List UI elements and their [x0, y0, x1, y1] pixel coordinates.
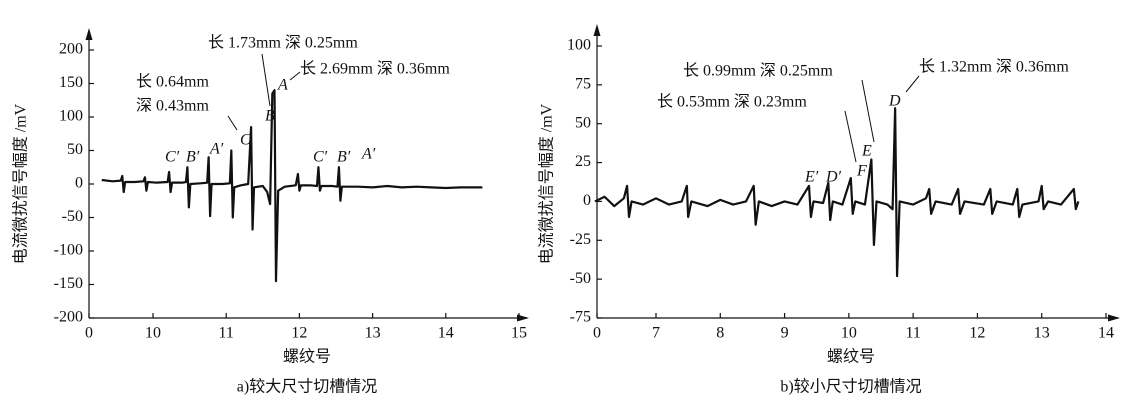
signal-line — [101, 89, 483, 283]
point-label: A′ — [209, 141, 224, 158]
leader-line — [905, 75, 920, 93]
axis-arrow — [517, 314, 529, 322]
leader-line — [227, 115, 238, 131]
y-tick-label: 75 — [575, 76, 591, 93]
x-tick-label: 7 — [652, 325, 660, 342]
y-tick-label: 25 — [575, 153, 591, 170]
annotation: 长 1.73mm 深 0.25mm — [208, 34, 358, 52]
x-tick-label: 9 — [781, 325, 789, 342]
y-tick-label: 200 — [59, 41, 83, 58]
y-tick-label: -200 — [54, 309, 83, 326]
point-label: B′ — [186, 149, 200, 166]
signal-line — [594, 107, 1080, 278]
point-label: D′ — [825, 169, 842, 186]
y-tick-label: -75 — [570, 309, 591, 326]
y-tick-label: 0 — [583, 192, 591, 209]
x-tick-label: 14 — [1098, 325, 1114, 342]
point-label: B′ — [337, 149, 351, 166]
annotation: 长 2.69mm 深 0.36mm — [300, 60, 450, 78]
x-tick-label: 15 — [511, 325, 527, 342]
y-axis-label: 电流微扰信号幅度 /mV — [538, 103, 556, 264]
point-label: A — [277, 77, 288, 94]
x-tick-label: 13 — [1034, 325, 1050, 342]
x-tick-label: 0 — [85, 325, 93, 342]
y-tick-label: 50 — [67, 141, 83, 158]
axis-arrow — [593, 24, 601, 36]
y-tick-label: 100 — [59, 108, 83, 125]
point-label: C′ — [165, 149, 180, 166]
x-tick-label: 13 — [365, 325, 381, 342]
leader-line — [289, 71, 301, 81]
point-label: F — [856, 163, 867, 180]
caption: b)较小尺寸切槽情况 — [780, 378, 921, 396]
y-tick-label: -25 — [570, 231, 591, 248]
x-tick-label: 14 — [438, 325, 454, 342]
point-label: E′ — [804, 169, 819, 186]
point-label: C — [240, 132, 251, 149]
x-tick-label: 10 — [841, 325, 857, 342]
x-tick-label: 12 — [291, 325, 307, 342]
x-tick-label: 10 — [145, 325, 161, 342]
point-label: D — [888, 93, 901, 110]
leader-line — [261, 53, 271, 107]
annotation: 长 1.32mm 深 0.36mm — [919, 58, 1069, 76]
x-axis-label: 螺纹号 — [827, 348, 875, 366]
point-label: E — [861, 143, 872, 160]
y-tick-label: 150 — [59, 74, 83, 91]
x-tick-label: 0 — [593, 325, 601, 342]
annotation: 长 0.64mm — [136, 73, 209, 91]
x-tick-label: 12 — [969, 325, 985, 342]
leader-line — [861, 79, 875, 143]
point-label: B — [265, 108, 275, 125]
point-label: C′ — [313, 149, 328, 166]
y-tick-label: -150 — [54, 275, 83, 292]
y-tick-label: 50 — [575, 114, 591, 131]
x-tick-label: 11 — [905, 325, 920, 342]
y-axis-label: 电流微扰信号幅度 /mV — [12, 103, 30, 264]
y-tick-label: 100 — [567, 37, 591, 54]
y-tick-label: -100 — [54, 242, 83, 259]
leader-line — [844, 110, 857, 163]
caption: a)较大尺寸切槽情况 — [237, 378, 377, 396]
y-tick-label: -50 — [62, 208, 83, 225]
annotation: 深 0.43mm — [136, 97, 209, 115]
x-tick-label: 8 — [716, 325, 724, 342]
annotation: 长 0.53mm 深 0.23mm — [657, 93, 807, 111]
point-label: A′ — [361, 146, 376, 163]
axis-arrow — [1108, 314, 1120, 322]
y-tick-label: -50 — [570, 270, 591, 287]
y-tick-label: 0 — [75, 175, 83, 192]
axis-arrow — [85, 28, 93, 40]
annotation: 长 0.99mm 深 0.25mm — [683, 62, 833, 80]
x-axis-label: 螺纹号 — [283, 348, 331, 366]
x-tick-label: 11 — [218, 325, 233, 342]
